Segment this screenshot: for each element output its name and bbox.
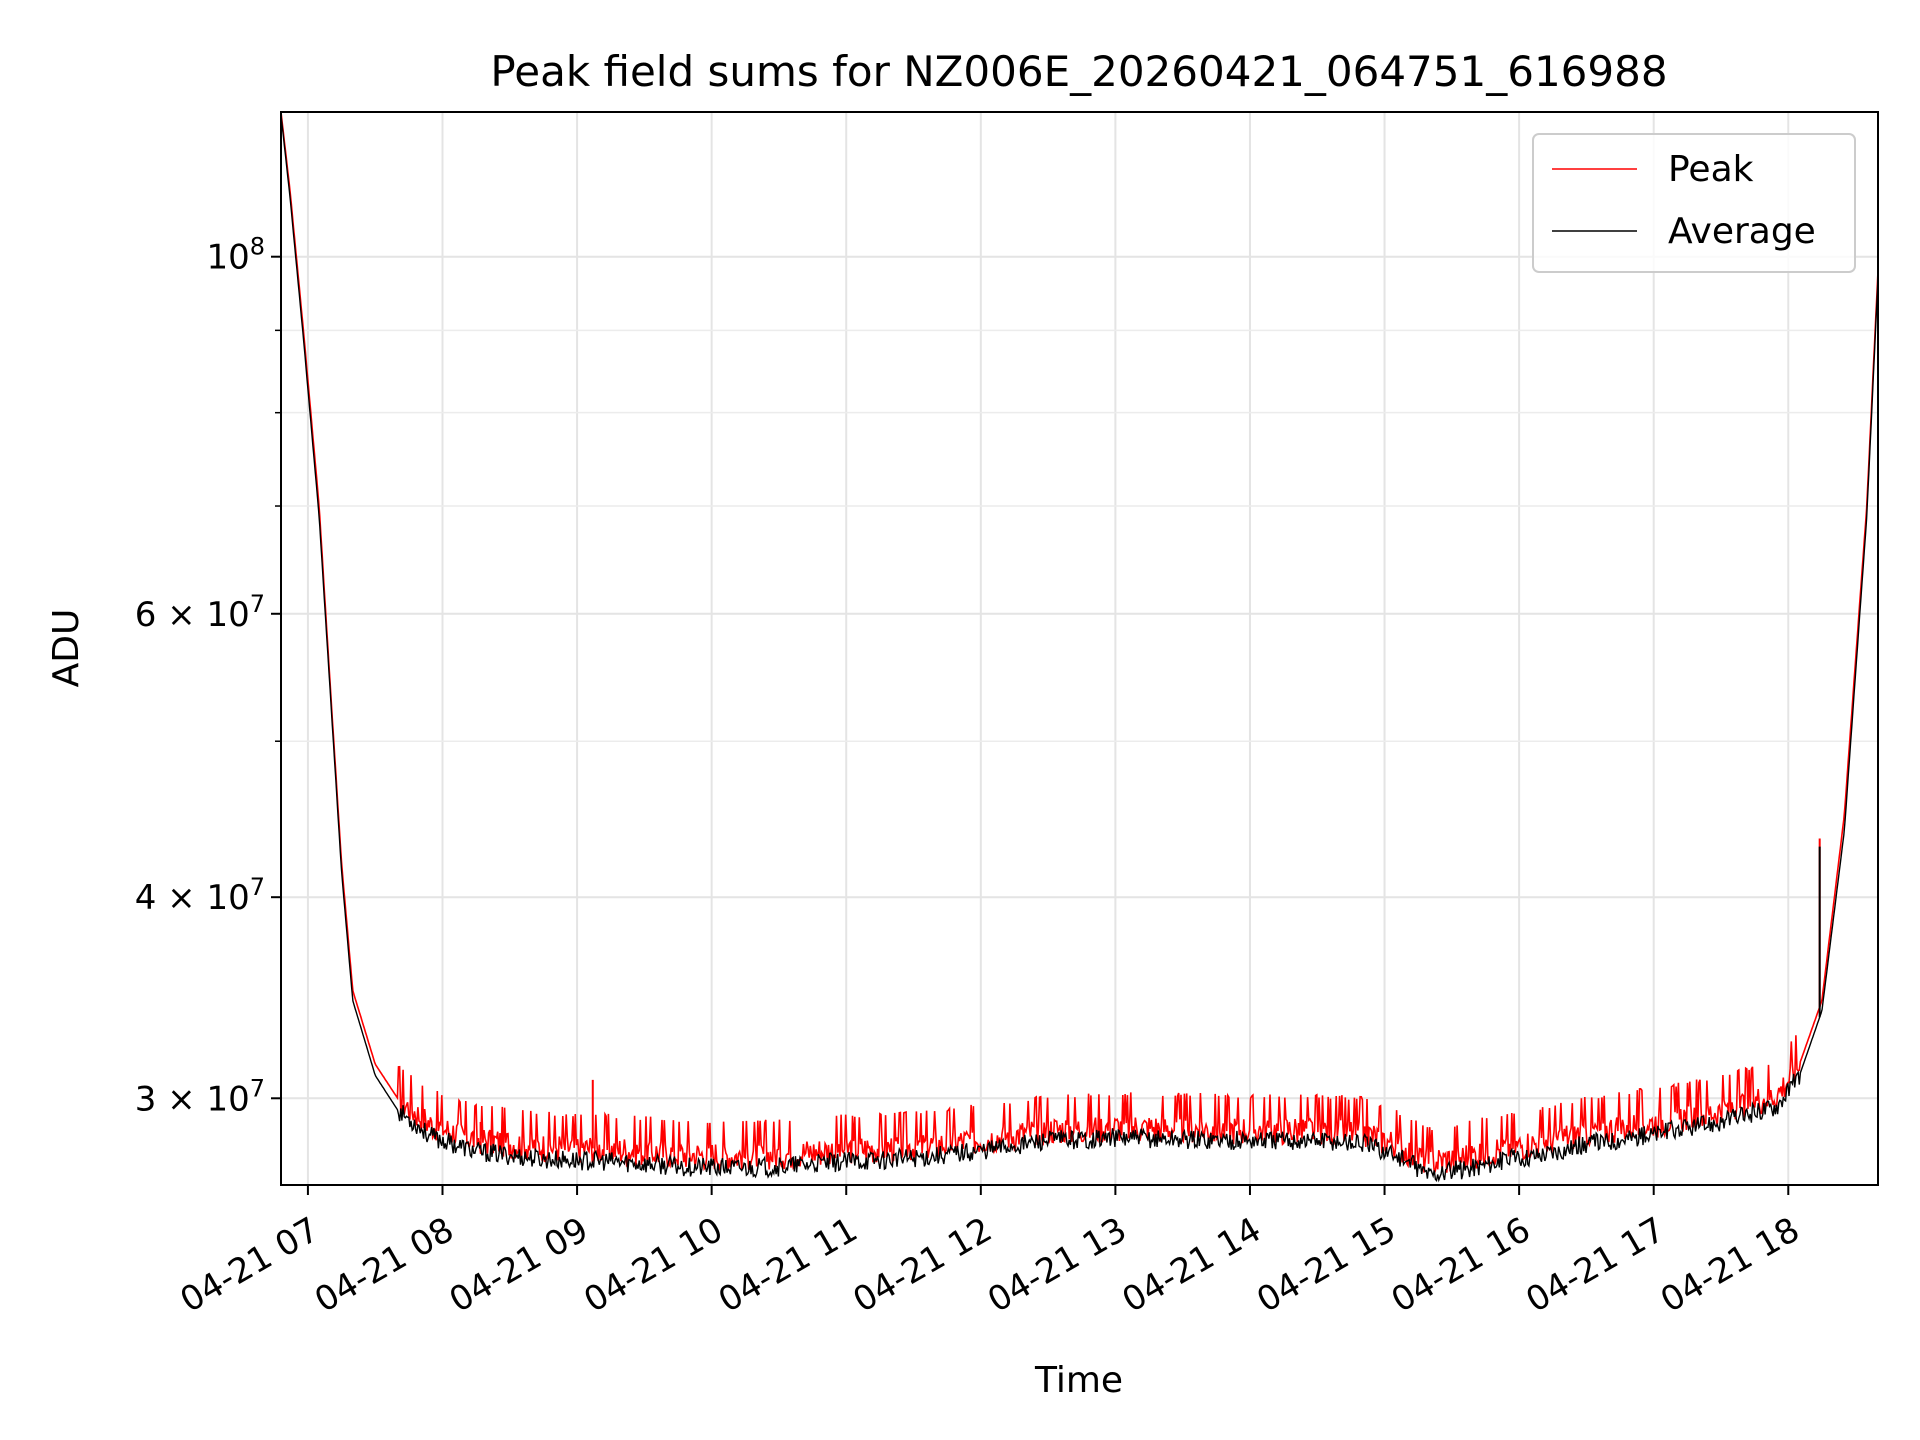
y-tick-label: 4 × 107 — [135, 873, 265, 918]
chart-title: Peak field sums for NZ006E_20260421_0647… — [490, 47, 1667, 96]
y-tick-exponent: 7 — [250, 1074, 265, 1102]
y-tick-exponent: 7 — [250, 873, 265, 901]
y-tick-exponent: 7 — [250, 590, 265, 618]
y-axis-label: ADU — [46, 609, 87, 688]
y-tick-label: 6 × 107 — [135, 590, 265, 635]
x-axis-label: Time — [1034, 1360, 1123, 1401]
legend-peak-label: Peak — [1668, 149, 1754, 190]
y-tick-label: 3 × 107 — [135, 1074, 265, 1119]
series-line-average — [280, 114, 1879, 1183]
legend-average-label: Average — [1668, 211, 1816, 252]
series-layer — [280, 111, 1879, 1183]
y-tick-exponent: 8 — [250, 233, 265, 261]
grid-layer — [281, 112, 1878, 1185]
legend: Peak Average — [1532, 133, 1856, 273]
plot-area-frame — [280, 111, 1879, 1186]
